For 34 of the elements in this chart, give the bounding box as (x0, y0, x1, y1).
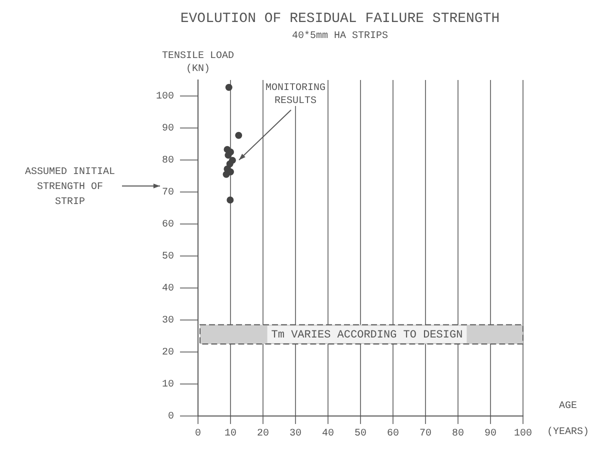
x-tick-label: 70 (419, 428, 432, 440)
x-tick-label: 60 (386, 428, 400, 440)
y-tick-label: 80 (162, 156, 174, 167)
x-tick-label: 40 (322, 428, 334, 440)
band-label: Tm VARIES ACCORDING TO DESIGN (271, 329, 463, 342)
y-tick-label: 100 (156, 92, 174, 103)
chart-subtitle: 40*5mm HA STRIPS (292, 30, 388, 42)
y-tick-label: 90 (162, 124, 174, 135)
point (224, 152, 232, 159)
x-tick-label: 90 (484, 428, 497, 440)
x-tick-label: 20 (256, 428, 270, 440)
point (226, 160, 234, 168)
chart-title: EVOLUTION OF RESIDUAL FAILURE STRENGTH (180, 11, 500, 27)
x-tick-label: 80 (452, 428, 464, 440)
x-tick-label: 50 (354, 428, 367, 440)
x-tick-label: 10 (224, 428, 237, 440)
y-tick-label: 40 (162, 284, 174, 295)
y-tick-label: 30 (162, 316, 174, 327)
y-tick-label: 70 (162, 188, 174, 199)
y-tick-label: 20 (162, 348, 174, 359)
y-tick-label: 10 (162, 380, 174, 391)
y-tick-label: 50 (162, 252, 174, 263)
point (222, 170, 230, 178)
point (225, 84, 232, 91)
x-tick-label: 30 (289, 428, 302, 440)
y-axis-title: TENSILE LOAD (KN) (162, 51, 234, 75)
annotation: MONITORING RESULTS (265, 83, 326, 107)
x-tick-label: 0 (194, 428, 202, 440)
x-tick-label: 100 (514, 428, 532, 440)
y-tick-label: 0 (168, 412, 174, 423)
point (226, 196, 234, 204)
y-tick-label: 60 (162, 220, 174, 231)
text: ASSUMED INITIAL STRENGTH OF STRIP (24, 167, 116, 208)
text: AGE (YEARS) (546, 401, 590, 438)
